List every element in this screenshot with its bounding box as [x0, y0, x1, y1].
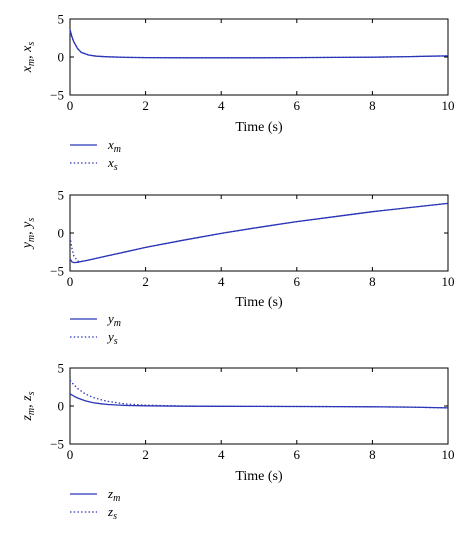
- y-tick-label: 0: [58, 50, 65, 65]
- y-tick-label: 5: [58, 12, 65, 27]
- x-tick-label: 2: [142, 447, 149, 462]
- x-tick-label: 2: [142, 98, 149, 113]
- legend-label: zs: [107, 504, 117, 522]
- series-line-xm: [69, 29, 449, 59]
- y-tick-label: −5: [50, 88, 64, 103]
- x-tick-label: 6: [294, 274, 301, 289]
- x-axis-label: Time (s): [235, 295, 283, 310]
- x-tick-label: 4: [218, 447, 225, 462]
- x-tick-label: 10: [442, 98, 455, 113]
- series-line-zs: [69, 379, 449, 409]
- y-axis-label: ym, ys: [20, 218, 37, 251]
- y-tick-label: 5: [58, 188, 65, 203]
- legend-label: zm: [107, 486, 120, 504]
- x-tick-label: 2: [142, 274, 149, 289]
- x-tick-label: 0: [67, 98, 74, 113]
- x-tick-label: 0: [67, 274, 74, 289]
- x-axis-label: Time (s): [235, 469, 283, 484]
- y-tick-label: −5: [50, 437, 64, 452]
- x-tick-label: 0: [67, 447, 74, 462]
- y-tick-label: 0: [58, 399, 65, 414]
- y-tick-label: −5: [50, 264, 64, 279]
- plot-frame: [69, 194, 449, 272]
- x-tick-label: 8: [369, 98, 376, 113]
- legend-label: xm: [107, 137, 121, 155]
- x-tick-label: 10: [442, 447, 455, 462]
- y-axis-label: zm, zs: [20, 391, 37, 421]
- series-line-zm: [69, 393, 449, 409]
- x-tick-label: 4: [218, 274, 225, 289]
- legend-label: ym: [106, 311, 121, 329]
- x-tick-label: 4: [218, 98, 225, 113]
- y-tick-label: 5: [58, 361, 65, 376]
- y-tick-label: 0: [58, 226, 65, 241]
- x-tick-label: 8: [369, 274, 376, 289]
- x-axis-label: Time (s): [235, 120, 283, 135]
- x-tick-label: 8: [369, 447, 376, 462]
- legend-label: xs: [107, 155, 118, 173]
- legend-label: ys: [106, 329, 118, 347]
- y-axis-label: xm, xs: [20, 42, 37, 74]
- series-line-ym: [69, 202, 449, 264]
- x-tick-label: 10: [442, 274, 455, 289]
- x-tick-label: 6: [294, 447, 301, 462]
- x-tick-label: 6: [294, 98, 301, 113]
- series-line-ys: [69, 202, 449, 263]
- series-line-xs: [69, 31, 449, 59]
